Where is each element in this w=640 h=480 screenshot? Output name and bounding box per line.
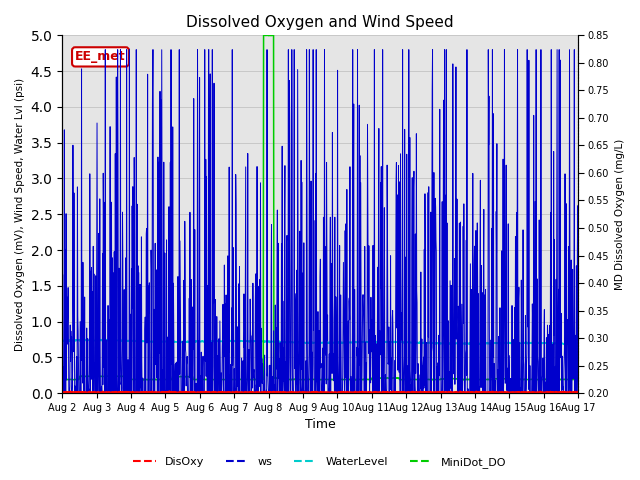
DisOxy xyxy=(166,388,173,394)
WaterLevel xyxy=(298,340,305,346)
DisOxy xyxy=(278,389,285,395)
MiniDot_DO xyxy=(352,377,360,383)
MiniDot_DO xyxy=(298,377,305,383)
WaterLevel xyxy=(352,340,360,346)
DisOxy xyxy=(574,389,582,395)
ws xyxy=(289,387,296,393)
ws xyxy=(102,47,109,52)
WaterLevel xyxy=(99,337,106,343)
DisOxy xyxy=(58,389,66,395)
Title: Dissolved Oxygen and Wind Speed: Dissolved Oxygen and Wind Speed xyxy=(186,15,454,30)
WaterLevel xyxy=(278,339,285,345)
ws xyxy=(99,251,106,256)
DisOxy xyxy=(353,389,360,395)
Line: WaterLevel: WaterLevel xyxy=(62,339,578,345)
ws xyxy=(278,390,285,396)
X-axis label: Time: Time xyxy=(305,419,335,432)
Text: EE_met: EE_met xyxy=(75,50,126,63)
DisOxy xyxy=(289,389,296,395)
ws xyxy=(58,387,66,393)
Y-axis label: Dissolved Oxygen (mV), Wind Speed, Water Lvl (psi): Dissolved Oxygen (mV), Wind Speed, Water… xyxy=(15,78,25,351)
Y-axis label: MD Dissolved Oxygen (mg/L): MD Dissolved Oxygen (mg/L) xyxy=(615,139,625,290)
ws xyxy=(120,372,128,378)
MiniDot_DO xyxy=(278,375,285,381)
ws xyxy=(298,179,306,185)
WaterLevel xyxy=(120,337,127,343)
DisOxy xyxy=(119,390,127,396)
MiniDot_DO xyxy=(574,377,582,383)
WaterLevel xyxy=(58,337,66,343)
MiniDot_DO xyxy=(99,373,106,379)
WaterLevel xyxy=(81,336,89,342)
ws xyxy=(353,390,360,396)
DisOxy xyxy=(298,389,306,395)
MiniDot_DO xyxy=(288,377,296,383)
DisOxy xyxy=(155,390,163,396)
WaterLevel xyxy=(570,342,578,348)
MiniDot_DO xyxy=(353,377,360,383)
Legend: DisOxy, ws, WaterLevel, MiniDot_DO: DisOxy, ws, WaterLevel, MiniDot_DO xyxy=(129,452,511,472)
DisOxy xyxy=(99,389,106,395)
Line: MiniDot_DO: MiniDot_DO xyxy=(62,36,578,380)
WaterLevel xyxy=(574,341,582,347)
Line: DisOxy: DisOxy xyxy=(62,391,578,393)
WaterLevel xyxy=(288,339,296,345)
MiniDot_DO xyxy=(58,377,66,383)
ws xyxy=(574,390,582,396)
MiniDot_DO xyxy=(260,33,268,38)
MiniDot_DO xyxy=(119,373,127,379)
ws xyxy=(60,390,67,396)
Line: ws: ws xyxy=(62,49,578,393)
